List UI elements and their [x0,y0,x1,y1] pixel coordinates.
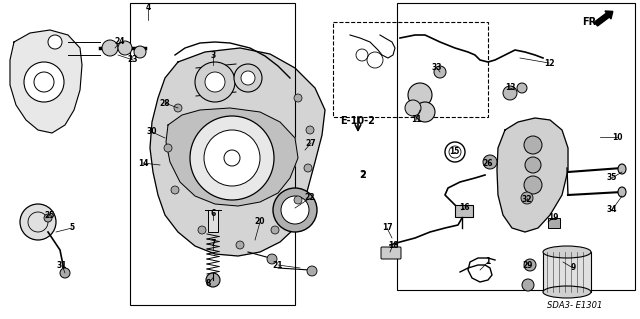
Circle shape [171,186,179,194]
Polygon shape [497,118,568,232]
Circle shape [306,126,314,134]
Circle shape [521,192,533,204]
Text: 9: 9 [570,263,575,272]
Text: 31: 31 [57,261,67,270]
Circle shape [524,259,536,271]
Text: 32: 32 [522,196,532,204]
Text: 18: 18 [388,241,398,249]
Bar [333,22,488,117]
Circle shape [48,35,62,49]
Circle shape [204,130,260,186]
Ellipse shape [618,187,626,197]
Circle shape [503,86,517,100]
Circle shape [236,241,244,249]
Text: 28: 28 [160,99,170,108]
Text: 16: 16 [459,204,469,212]
Text: 2: 2 [360,170,365,180]
Circle shape [206,273,220,287]
Circle shape [483,155,497,169]
Text: 34: 34 [607,205,617,214]
Text: 11: 11 [411,115,421,124]
Circle shape [241,71,255,85]
Circle shape [307,266,317,276]
Text: 3: 3 [211,50,216,60]
Polygon shape [10,30,82,133]
Circle shape [20,204,56,240]
Text: 23: 23 [128,56,138,64]
Circle shape [525,157,541,173]
Text: 5: 5 [69,224,75,233]
Text: 22: 22 [305,194,316,203]
Bar [455,205,473,217]
Text: 29: 29 [523,261,533,270]
Text: 7: 7 [211,239,216,248]
Circle shape [434,66,446,78]
Ellipse shape [543,246,591,258]
Circle shape [24,62,64,102]
Text: 19: 19 [548,213,558,222]
Circle shape [294,94,302,102]
Text: 20: 20 [255,218,265,226]
Circle shape [102,40,118,56]
Ellipse shape [618,164,626,174]
Polygon shape [150,48,325,256]
Text: 35: 35 [607,174,617,182]
Text: 27: 27 [306,138,316,147]
Ellipse shape [543,286,591,298]
Circle shape [267,254,277,264]
Text: 12: 12 [544,58,554,68]
Polygon shape [166,108,298,206]
Text: 6: 6 [211,209,216,218]
Text: 2: 2 [360,170,366,180]
Text: SDA3- E1301: SDA3- E1301 [547,300,603,309]
Text: 4: 4 [145,4,150,12]
Circle shape [415,102,435,122]
Circle shape [304,164,312,172]
Circle shape [271,226,279,234]
Text: 1: 1 [485,257,491,266]
Text: 15: 15 [449,147,459,157]
Text: 24: 24 [115,38,125,47]
Circle shape [198,226,206,234]
Text: 26: 26 [483,159,493,167]
Circle shape [174,104,182,112]
Circle shape [522,279,534,291]
Circle shape [118,41,132,55]
Text: 33: 33 [432,63,442,72]
Circle shape [190,116,274,200]
Text: 13: 13 [505,84,515,93]
Text: 8: 8 [205,278,211,287]
Circle shape [164,144,172,152]
Circle shape [294,196,302,204]
Text: FR.: FR. [582,17,600,27]
FancyArrow shape [595,11,613,26]
Circle shape [234,64,262,92]
Circle shape [408,83,432,107]
Circle shape [524,176,542,194]
Circle shape [517,83,527,93]
Text: 17: 17 [381,224,392,233]
Bar [130,3,295,305]
Text: 10: 10 [612,132,622,142]
Bar [208,210,218,232]
Text: E-10-2: E-10-2 [340,116,376,126]
Circle shape [134,46,146,58]
Text: 30: 30 [147,128,157,137]
Circle shape [273,188,317,232]
Circle shape [405,100,421,116]
Bar [397,3,635,290]
Bar [543,252,591,292]
Circle shape [205,72,225,92]
FancyBboxPatch shape [381,247,401,259]
Bar [548,218,560,228]
Circle shape [524,136,542,154]
Text: 25: 25 [45,211,55,219]
Text: 14: 14 [138,159,148,167]
Circle shape [281,196,309,224]
Text: 21: 21 [273,261,284,270]
Circle shape [195,62,235,102]
Circle shape [60,268,70,278]
Circle shape [44,214,52,222]
